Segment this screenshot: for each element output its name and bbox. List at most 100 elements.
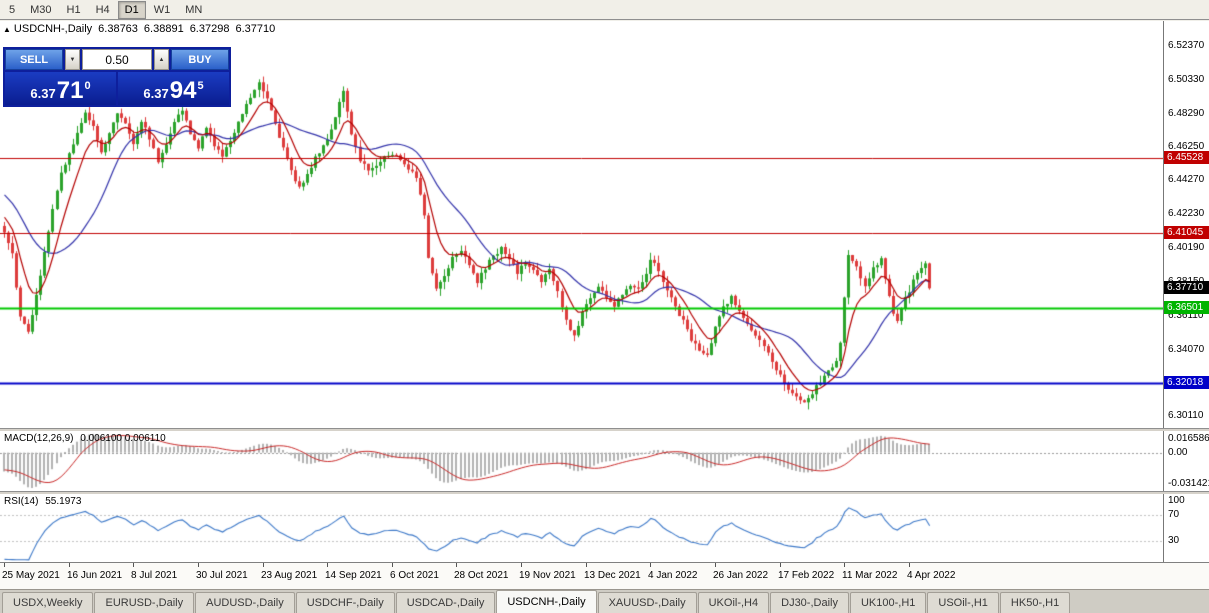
date-axis[interactable]: 25 May 2021 16 Jun 2021 8 Jul 2021 30 Jul 2… [0, 562, 1209, 589]
macd-scale-min: -0.031421 [1168, 478, 1209, 489]
date-label: 13 Dec 2021 [584, 570, 641, 581]
macd-scale-zero: 0.00 [1168, 446, 1188, 458]
timeframe-button-w1[interactable]: W1 [153, 3, 171, 16]
symbol-tab-eurusddaily[interactable]: EURUSD-,Daily [94, 592, 195, 613]
date-tick [4, 563, 5, 567]
date-tick [456, 563, 457, 567]
date-tick [69, 563, 70, 567]
date-label: 16 Jun 2021 [67, 570, 123, 581]
price-scale-label: 6.34070 [1168, 343, 1205, 355]
timeframe-button-m30[interactable]: M30 [30, 3, 52, 16]
macd-name: MACD(12,26,9) [4, 433, 74, 444]
date-tick [909, 563, 910, 567]
sell-button[interactable]: SELL [5, 49, 63, 70]
rsi-name: RSI(14) [4, 496, 39, 507]
timeframe-toolbar: 5 M30 H1 H4 D1 W1 MN [0, 0, 1209, 20]
sell-price[interactable]: 6.37 71 0 [5, 72, 116, 105]
main-chart-pane: ▲ USDCNH-,Daily 6.38763 6.38891 6.37298 6.377… [0, 21, 1209, 428]
macd-scale-max: 0.016586 [1168, 433, 1209, 444]
timeframe-button-mn[interactable]: MN [185, 3, 203, 16]
level-price-badge: 6.41045 [1164, 225, 1209, 239]
level-price-badge: 6.32018 [1164, 375, 1209, 389]
date-label: 28 Oct 2021 [454, 570, 509, 581]
price-scale-label: 6.48290 [1168, 107, 1205, 119]
pane-splitter[interactable] [0, 428, 1209, 431]
level-price-badge: 6.36501 [1164, 301, 1209, 315]
low-value: 6.37298 [189, 23, 230, 35]
price-scale-label: 6.44270 [1168, 174, 1205, 186]
rsi-label: RSI(14) 55.1973 [4, 496, 81, 507]
buy-price-sup: 5 [197, 80, 204, 92]
date-tick [586, 563, 587, 567]
date-label: 30 Jul 2021 [196, 570, 248, 581]
sell-price-big: 71 [56, 77, 84, 104]
high-value: 6.38891 [143, 23, 184, 35]
date-tick [327, 563, 328, 567]
buy-price[interactable]: 6.37 94 5 [118, 72, 229, 105]
date-label: 4 Jan 2022 [648, 570, 698, 581]
date-label: 11 Mar 2022 [842, 570, 898, 581]
rsi-scale-100: 100 [1168, 495, 1185, 506]
rsi-value: 55.1973 [45, 496, 82, 507]
price-scale-label: 6.52370 [1168, 39, 1205, 51]
price-scale-label: 6.36110 [1168, 309, 1204, 321]
sell-price-base: 6.37 [30, 86, 56, 101]
chart-symbol-label: USDCNH-,Daily [13, 23, 93, 35]
pane-splitter[interactable] [0, 491, 1209, 494]
date-tick [715, 563, 716, 567]
symbol-tab-usdcaddaily[interactable]: USDCAD-,Daily [395, 592, 496, 613]
date-label: 26 Jan 2022 [713, 570, 769, 581]
date-label: 23 Aug 2021 [261, 570, 318, 581]
buy-price-big: 94 [169, 77, 197, 104]
date-label: 17 Feb 2022 [778, 570, 835, 581]
chart-collapse-icon[interactable]: ▲ [3, 25, 11, 34]
volume-input[interactable] [82, 49, 152, 70]
one-click-trading-panel: SELL ▼ ▲ BUY 6.37 71 0 6.37 94 5 [3, 47, 231, 107]
open-value: 6.38763 [98, 23, 138, 35]
macd-label: MACD(12,26,9) 0.006100 0.006110 [4, 433, 166, 444]
date-tick [263, 563, 264, 567]
date-label: 19 Nov 2021 [519, 570, 576, 581]
timeframe-button-h4[interactable]: H4 [95, 3, 110, 16]
date-tick [521, 563, 522, 567]
rsi-indicator-pane: RSI(14) 55.1973 [0, 494, 1209, 562]
symbol-tab-hk50h1[interactable]: HK50-,H1 [999, 592, 1071, 613]
price-scale-label: 6.30110 [1168, 409, 1204, 421]
symbol-tab-dj30daily[interactable]: DJ30-,Daily [770, 592, 849, 613]
rsi-scale-30: 30 [1168, 534, 1180, 546]
date-label: 8 Jul 2021 [131, 570, 178, 581]
buy-button[interactable]: BUY [171, 49, 229, 70]
macd-chart-canvas[interactable] [0, 431, 1163, 491]
symbol-tab-ukoilh4[interactable]: UKOil-,H4 [697, 592, 770, 613]
date-label: 6 Oct 2021 [390, 570, 439, 581]
timeframe-button-h1[interactable]: H1 [66, 3, 81, 16]
date-tick [780, 563, 781, 567]
current-price-badge: 6.37710 [1164, 281, 1209, 295]
date-label: 14 Sep 2021 [325, 570, 382, 581]
date-tick [198, 563, 199, 567]
price-scale-label: 6.46250 [1168, 141, 1205, 153]
rsi-chart-canvas[interactable] [0, 494, 1163, 562]
level-price-badge: 6.45528 [1164, 151, 1209, 165]
macd-indicator-pane: MACD(12,26,9) 0.006100 0.006110 [0, 431, 1209, 491]
symbol-tab-uk100h1[interactable]: UK100-,H1 [849, 592, 927, 613]
price-scale-label: 6.50330 [1168, 73, 1205, 85]
symbol-tab-xauusddaily[interactable]: XAUUSD-,Daily [597, 592, 697, 613]
chart-ohlc-header: ▲ USDCNH-,Daily 6.38763 6.38891 6.37298 6.377… [3, 23, 275, 35]
date-label: 4 Apr 2022 [907, 570, 956, 581]
rsi-scale-70: 70 [1168, 509, 1180, 521]
symbol-tab-usdchfdaily[interactable]: USDCHF-,Daily [295, 592, 395, 613]
symbol-tab-usdcnhdaily[interactable]: USDCNH-,Daily [496, 590, 597, 613]
volume-increase-icon[interactable]: ▲ [154, 49, 169, 70]
timeframe-button-5[interactable]: 5 [9, 3, 16, 16]
date-tick [392, 563, 393, 567]
volume-decrease-icon[interactable]: ▼ [65, 49, 80, 70]
buy-price-base: 6.37 [143, 86, 169, 101]
timeframe-button-d1[interactable]: D1 [117, 0, 146, 19]
symbol-tab-usoilh1[interactable]: USOil-,H1 [927, 592, 999, 613]
symbol-tab-usdxweekly[interactable]: USDX,Weekly [2, 592, 94, 613]
date-tick [650, 563, 651, 567]
symbol-tab-audusddaily[interactable]: AUDUSD-,Daily [195, 592, 295, 613]
sell-price-sup: 0 [84, 80, 91, 92]
price-scale[interactable]: 6.52370 6.50330 6.48290 6.46250 6.44270 6.422… [1163, 21, 1209, 562]
